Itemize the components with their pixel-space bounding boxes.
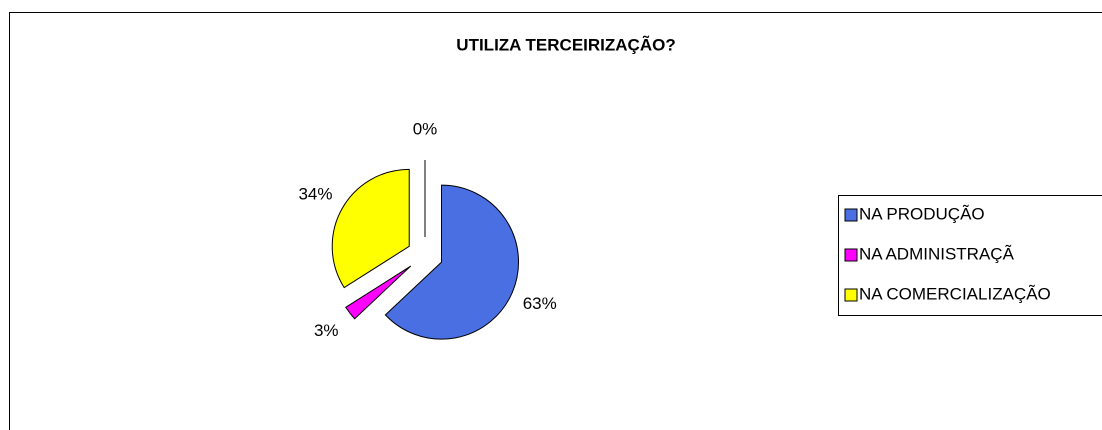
data-label: 0% bbox=[413, 119, 438, 138]
legend-swatch bbox=[844, 208, 858, 222]
pie-slice bbox=[345, 265, 412, 320]
legend-swatch bbox=[844, 248, 858, 262]
legend bbox=[838, 195, 1102, 316]
legend-swatch bbox=[844, 288, 858, 302]
pie-slice bbox=[384, 184, 519, 340]
legend-label: NA PRODUÇÃO bbox=[859, 204, 985, 223]
pie-slice bbox=[331, 168, 410, 289]
chart-title: UTILIZA TERCEIRIZAÇÃO? bbox=[456, 34, 675, 54]
data-label: 3% bbox=[314, 321, 339, 340]
legend-label: NA COMERCIALIZAÇÃO bbox=[859, 284, 1051, 303]
data-label: 34% bbox=[298, 184, 332, 203]
data-label: 63% bbox=[523, 294, 557, 313]
legend-label: NA ADMINISTRAÇÃ bbox=[859, 244, 1015, 263]
